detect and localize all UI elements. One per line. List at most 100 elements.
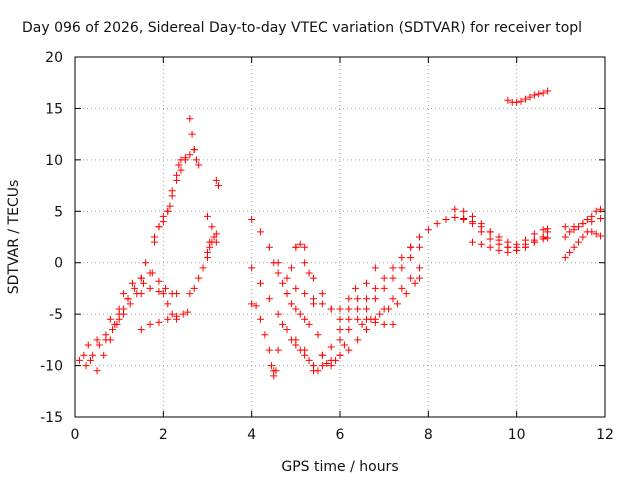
data-point — [292, 341, 300, 349]
data-point — [190, 146, 198, 154]
data-point — [212, 238, 220, 246]
data-point — [416, 274, 423, 282]
data-point — [530, 238, 538, 246]
y-axis-label: SDTVAR / TECUs — [6, 180, 22, 295]
data-point — [354, 295, 362, 303]
data-point — [363, 295, 370, 303]
data-point — [336, 336, 344, 344]
data-point — [186, 115, 194, 123]
data-point — [162, 284, 170, 292]
data-point — [504, 248, 512, 256]
data-point — [155, 223, 163, 231]
data-point — [159, 290, 167, 298]
series-s30 — [504, 87, 552, 106]
data-point — [530, 230, 538, 238]
data-point — [393, 300, 401, 308]
data-point — [345, 326, 353, 334]
data-point — [354, 315, 362, 323]
data-point — [199, 264, 207, 272]
series-s7 — [151, 154, 189, 246]
data-point — [106, 336, 114, 344]
data-point — [155, 288, 163, 296]
data-point — [301, 290, 309, 298]
data-point — [517, 97, 525, 105]
data-point — [80, 351, 88, 359]
grid-lines — [75, 57, 605, 417]
data-point — [292, 305, 300, 313]
data-point — [469, 212, 476, 220]
series-s2 — [80, 279, 147, 375]
data-point — [433, 220, 441, 228]
series-s33 — [561, 214, 605, 231]
data-point — [146, 320, 154, 328]
data-point — [522, 236, 529, 244]
data-point — [84, 341, 92, 349]
data-point — [513, 98, 521, 106]
data-point — [407, 254, 415, 262]
series-s15 — [270, 240, 348, 375]
series-s22 — [318, 243, 423, 359]
data-point — [495, 240, 503, 248]
data-point — [345, 295, 353, 303]
data-point — [398, 264, 406, 272]
data-point — [168, 192, 176, 200]
data-point — [389, 274, 397, 282]
data-point — [544, 87, 552, 95]
data-point — [102, 331, 110, 339]
data-point — [142, 259, 150, 267]
data-point — [301, 243, 309, 251]
data-series — [75, 87, 605, 380]
data-point — [265, 243, 273, 251]
x-axis-label: GPS time / hours — [281, 459, 398, 475]
data-point — [93, 336, 101, 344]
data-point — [363, 279, 370, 287]
data-point — [257, 279, 264, 287]
data-point — [168, 310, 176, 318]
data-point — [292, 284, 300, 292]
data-point — [146, 284, 154, 292]
data-point — [318, 300, 326, 308]
data-point — [327, 305, 335, 313]
y-tick-label: 10 — [45, 153, 63, 169]
data-point — [274, 346, 282, 354]
y-tick-label: -5 — [49, 307, 63, 323]
data-point — [539, 235, 547, 243]
data-point — [89, 351, 97, 359]
data-point — [128, 279, 136, 287]
data-point — [566, 248, 574, 256]
data-point — [164, 315, 172, 323]
data-point — [451, 213, 459, 221]
data-point — [561, 254, 569, 262]
x-tick-label: 0 — [71, 427, 80, 443]
series-s12 — [204, 212, 220, 246]
data-point — [164, 207, 172, 215]
x-tick-label: 6 — [336, 427, 345, 443]
axis-ticks: 0 2 4 6 8 10 12 -15 -10 -5 0 5 10 15 20 — [40, 50, 614, 443]
series-s24 — [358, 274, 423, 328]
data-point — [363, 315, 370, 323]
data-point — [363, 326, 370, 334]
data-point — [597, 214, 605, 222]
data-point — [460, 207, 468, 215]
data-point — [486, 235, 494, 243]
data-point — [212, 176, 220, 184]
data-point — [597, 205, 605, 213]
data-point — [270, 367, 278, 375]
data-point — [579, 220, 587, 228]
data-point — [310, 274, 317, 282]
data-point — [389, 295, 397, 303]
data-point — [192, 156, 200, 164]
data-point — [469, 220, 476, 228]
data-point — [151, 233, 158, 241]
data-point — [115, 305, 123, 313]
data-point — [486, 228, 494, 236]
data-point — [212, 230, 220, 238]
data-point — [539, 226, 547, 234]
data-point — [109, 326, 117, 334]
data-point — [177, 166, 185, 174]
series-s4 — [106, 259, 181, 323]
data-point — [265, 346, 273, 354]
data-point — [186, 290, 194, 298]
data-point — [380, 284, 388, 292]
